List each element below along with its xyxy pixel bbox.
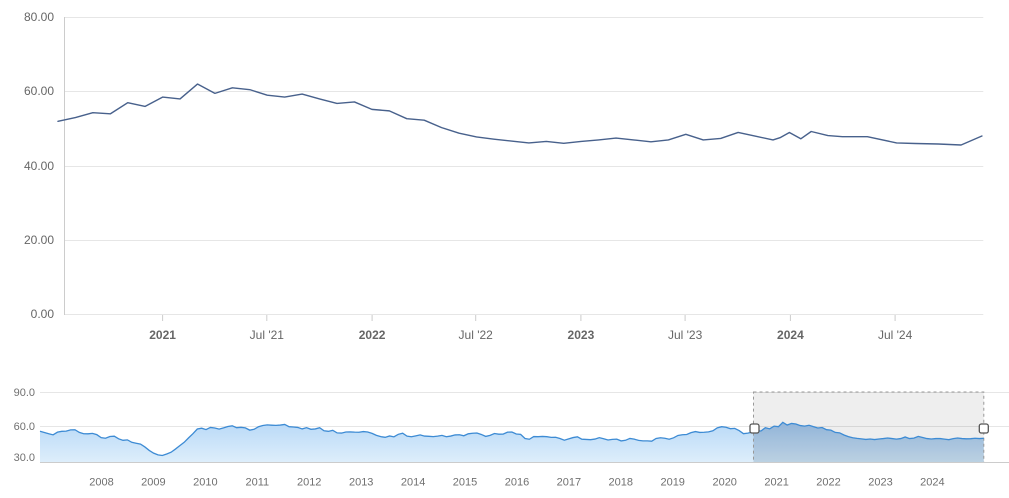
svg-text:20.00: 20.00 [24, 233, 54, 247]
svg-text:2020: 2020 [712, 477, 736, 489]
svg-text:60.0: 60.0 [14, 421, 35, 433]
svg-text:2022: 2022 [816, 477, 840, 489]
svg-text:40.00: 40.00 [24, 159, 54, 173]
svg-text:2024: 2024 [777, 328, 804, 342]
svg-text:60.00: 60.00 [24, 84, 54, 98]
svg-text:0.00: 0.00 [31, 307, 55, 321]
svg-text:2012: 2012 [297, 477, 321, 489]
svg-text:90.0: 90.0 [14, 387, 35, 399]
svg-text:80.00: 80.00 [24, 10, 54, 24]
svg-text:2015: 2015 [453, 477, 477, 489]
svg-text:2008: 2008 [89, 477, 113, 489]
svg-text:Jul '22: Jul '22 [459, 328, 494, 342]
svg-text:2011: 2011 [245, 477, 269, 489]
svg-text:2022: 2022 [359, 328, 386, 342]
svg-text:2023: 2023 [568, 328, 595, 342]
svg-text:2014: 2014 [401, 477, 425, 489]
svg-text:2023: 2023 [868, 477, 892, 489]
svg-text:Jul '24: Jul '24 [878, 328, 913, 342]
svg-text:2024: 2024 [920, 477, 944, 489]
svg-text:Jul '21: Jul '21 [250, 328, 285, 342]
svg-text:2017: 2017 [557, 477, 581, 489]
svg-text:2016: 2016 [505, 477, 529, 489]
svg-text:2018: 2018 [609, 477, 633, 489]
svg-text:2021: 2021 [149, 328, 176, 342]
svg-text:2013: 2013 [349, 477, 373, 489]
svg-text:2010: 2010 [193, 477, 217, 489]
svg-text:2009: 2009 [141, 477, 165, 489]
svg-text:30.0: 30.0 [14, 452, 35, 464]
svg-text:2021: 2021 [764, 477, 788, 489]
svg-text:2019: 2019 [660, 477, 684, 489]
svg-text:Jul '23: Jul '23 [668, 328, 703, 342]
